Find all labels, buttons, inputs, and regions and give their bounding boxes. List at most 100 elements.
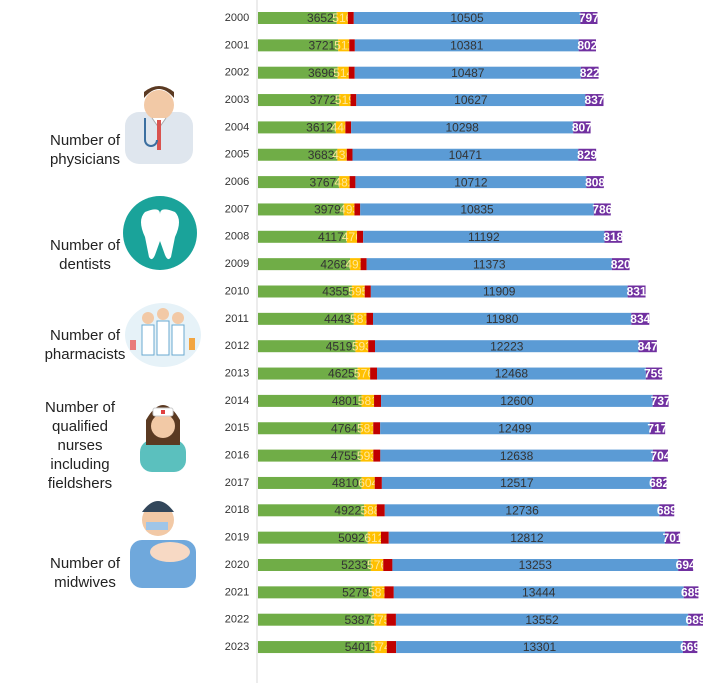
data-label: 4355: [322, 285, 349, 299]
data-label: 3612: [306, 121, 333, 135]
bar-segment: [258, 121, 336, 134]
data-label: 4625: [328, 367, 355, 381]
data-label: 685: [681, 586, 701, 600]
bar-segment: [343, 203, 355, 216]
bar-segment: [355, 176, 587, 189]
bar-segment: [638, 340, 657, 353]
bar-segment: [374, 340, 639, 353]
bar-segment: [384, 504, 660, 517]
bar-segment: [361, 394, 375, 407]
data-label: 3696: [308, 66, 335, 80]
data-label: 834: [630, 312, 650, 326]
pharmacist-icon: [125, 303, 201, 367]
y-tick-label: 2011: [225, 313, 249, 325]
bar-segment: [353, 312, 367, 325]
data-label: 759: [644, 367, 664, 381]
bar-segment: [355, 340, 369, 353]
bar-segment: [611, 258, 630, 271]
bar-segment: [386, 641, 397, 654]
bar-segment: [360, 422, 374, 435]
y-tick-label: 2006: [225, 176, 249, 188]
bar-segment: [578, 39, 596, 52]
bar-segment: [386, 613, 396, 626]
bar-segment: [360, 258, 367, 271]
data-label: 10627: [454, 93, 488, 107]
data-label: 4519: [326, 339, 353, 353]
bar-segment: [258, 12, 337, 24]
y-tick-label: 2017: [225, 477, 249, 489]
data-label: 820: [611, 257, 631, 271]
bar-segment: [585, 94, 604, 107]
bar-segment: [370, 559, 384, 571]
data-label: 604: [358, 476, 378, 490]
bar-segment: [383, 559, 393, 571]
data-label: 737: [651, 394, 671, 408]
bar-segment: [350, 94, 357, 107]
bar-segment: [367, 531, 381, 544]
data-label: 3721: [309, 39, 336, 53]
data-label: 682: [649, 476, 669, 490]
data-label: 13301: [523, 640, 557, 654]
bar-segment: [357, 367, 371, 380]
bar-segment: [258, 641, 375, 654]
data-label: 822: [580, 66, 600, 80]
bar-segment: [374, 613, 387, 626]
bar-segment: [258, 504, 365, 517]
legend-label: Number of physicians: [49, 132, 121, 168]
bar-segment: [258, 258, 351, 271]
bar-segment: [683, 586, 699, 599]
bar-segment: [354, 66, 581, 79]
data-label: 3979: [314, 203, 341, 217]
y-tick-label: 2005: [225, 149, 249, 161]
bar-segment: [258, 340, 356, 353]
bar-segment: [384, 586, 394, 599]
bar-segment: [258, 94, 340, 107]
data-label: 5387: [344, 613, 371, 627]
data-label: 4922: [334, 503, 361, 517]
y-tick-label: 2014: [225, 395, 249, 407]
data-label: 11192: [468, 230, 500, 244]
bar-segment: [593, 203, 611, 216]
bar-segment: [338, 39, 350, 52]
bar-segment: [374, 476, 382, 489]
data-label: 829: [577, 148, 597, 162]
data-label: 12223: [490, 339, 524, 353]
bar-segment: [380, 449, 653, 462]
legend-label: Number of midwives: [49, 555, 121, 591]
data-label: 13444: [522, 586, 556, 600]
bar-segment: [665, 531, 681, 544]
bar-segment: [381, 476, 652, 489]
bar-segment: [351, 285, 365, 298]
data-label: 4801: [332, 394, 359, 408]
data-label: 3772: [310, 93, 337, 107]
data-label: 514: [333, 66, 353, 80]
data-label: 12812: [510, 531, 544, 545]
data-label: 588: [360, 503, 380, 517]
data-label: 4268: [320, 257, 347, 271]
y-tick-label: 2016: [225, 450, 249, 462]
y-tick-label: 2008: [225, 231, 249, 243]
y-tick-label: 2023: [225, 641, 249, 653]
data-label: 10505: [450, 11, 484, 25]
bar-segment: [337, 148, 347, 161]
bar-segment: [349, 176, 356, 189]
y-tick-label: 2022: [225, 614, 249, 626]
data-label: 4810: [332, 476, 359, 490]
bar-segment: [374, 394, 382, 407]
bar-segment: [649, 422, 666, 435]
bar-segment: [347, 12, 354, 24]
data-label: 3652: [307, 11, 334, 25]
bar-segment: [604, 230, 623, 243]
data-label: 10712: [454, 175, 488, 189]
data-label: 5233: [341, 558, 368, 572]
bar-segment: [373, 449, 381, 462]
bar-segment: [580, 66, 599, 79]
data-label: 3683: [308, 148, 335, 162]
bar-segment: [371, 586, 385, 599]
bar-segment: [352, 148, 579, 161]
bar-segment: [258, 367, 358, 380]
bar-segment: [652, 449, 669, 462]
data-label: 587: [368, 586, 388, 600]
